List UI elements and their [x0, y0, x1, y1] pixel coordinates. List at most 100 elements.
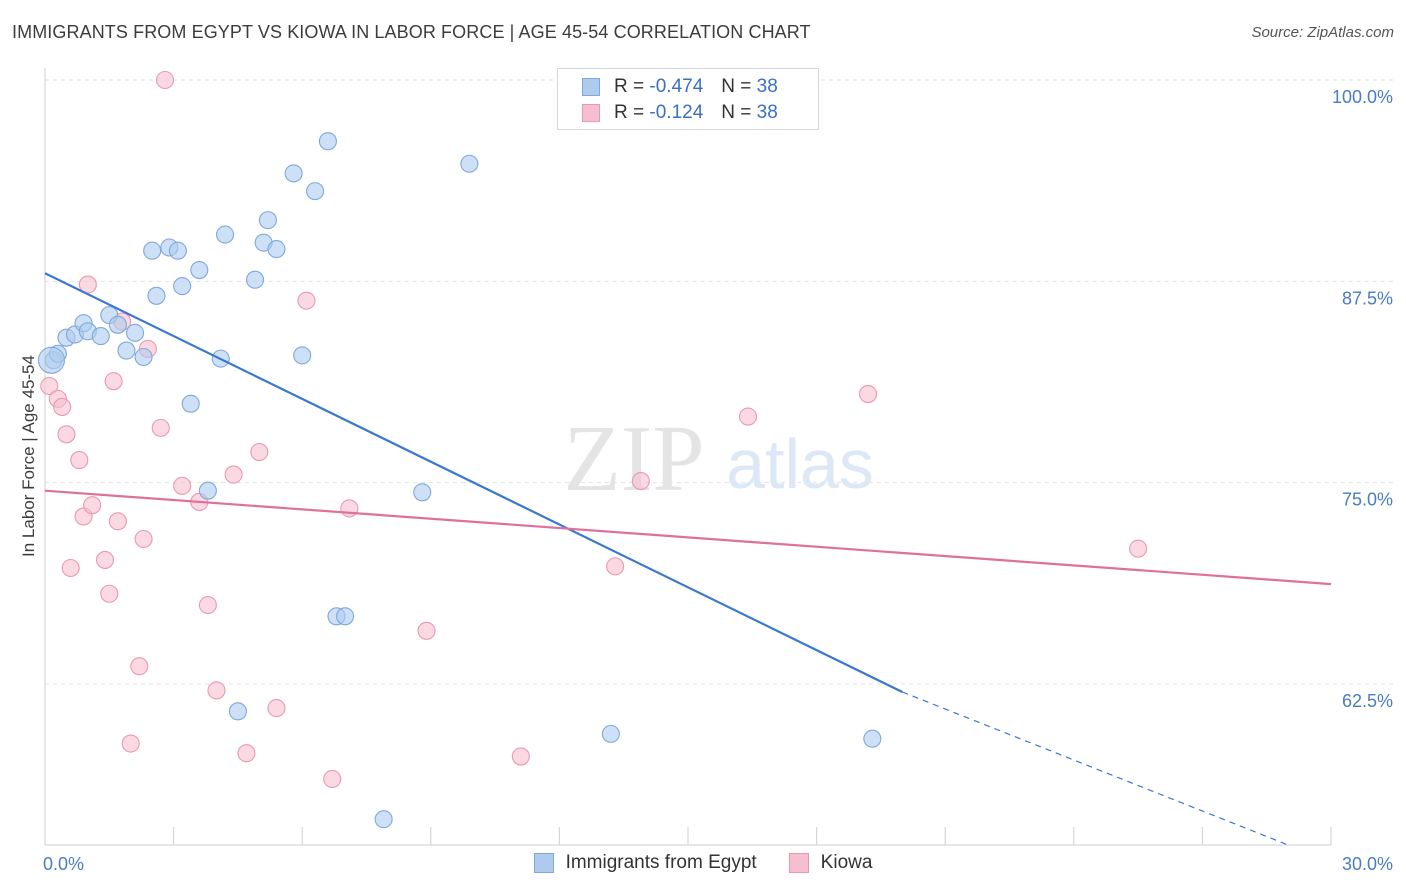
legend-item-kiowa: Kiowa	[788, 852, 873, 874]
legend-n-label-kiowa: N =	[721, 102, 752, 123]
kiowa-point-22	[198, 595, 217, 615]
egypt-point-8	[108, 315, 127, 334]
egypt-point-9	[117, 341, 136, 360]
legend-label-egypt: Immigrants from Egypt	[565, 852, 757, 873]
kiowa-point-2	[53, 397, 72, 416]
y-axis-label: In Labor Force | Age 45-54	[19, 355, 38, 557]
kiowa-point-0	[40, 376, 59, 396]
egypt-point-10	[125, 323, 145, 342]
legend-row-egypt: R = -0.474 N = 38	[582, 75, 778, 99]
egypt-cluster-point	[37, 346, 65, 374]
egypt-point-15	[168, 241, 187, 260]
legend-item-egypt: Immigrants from Egypt	[533, 852, 757, 874]
legend-label-kiowa: Kiowa	[820, 852, 873, 873]
egypt-point-36	[601, 724, 620, 743]
kiowa-point-35	[738, 407, 758, 426]
kiowa-point-16	[134, 529, 153, 549]
legend-r-label-kiowa: R =	[614, 102, 645, 123]
y-tick-label-3: 62.5%	[1342, 691, 1393, 711]
egypt-points	[37, 132, 882, 829]
egypt-point-21	[215, 225, 235, 244]
kiowa-point-28	[297, 291, 316, 310]
chart-title: IMMIGRANTS FROM EGYPT VS KIOWA IN LABOR …	[12, 22, 811, 42]
legend-n-label-egypt: N =	[721, 76, 752, 97]
kiowa-point-27	[267, 699, 286, 718]
egypt-point-34	[413, 483, 432, 502]
legend-r-value-kiowa: -0.124	[649, 102, 704, 123]
x-tick-label-0: 0.0%	[43, 854, 84, 874]
egypt-point-23	[245, 270, 265, 289]
y-tick-labels: 100.0% 87.5% 75.0% 62.5%	[1332, 87, 1393, 711]
watermark-zip: ZIP	[564, 407, 705, 511]
kiowa-point-23	[207, 681, 226, 700]
legend-swatch-kiowa	[582, 104, 600, 122]
egypt-point-30	[318, 132, 337, 151]
egypt-point-13	[147, 286, 166, 305]
kiowa-point-29	[323, 769, 342, 789]
y-tick-label-0: 100.0%	[1332, 87, 1393, 107]
egypt-point-22	[228, 702, 247, 721]
trend-lines	[44, 272, 1332, 846]
kiowa-point-8	[83, 496, 102, 515]
kiowa-point-3	[57, 425, 76, 444]
egypt-point-35	[460, 154, 479, 173]
correlation-legend: R = -0.474 N = 38 R = -0.124 N = 38	[557, 68, 819, 130]
kiowa-point-20	[173, 476, 192, 495]
egypt-point-6	[91, 327, 110, 346]
y-tick-label-2: 75.0%	[1342, 490, 1393, 510]
egypt-trend-line	[44, 272, 903, 693]
egypt-point-37	[863, 729, 882, 748]
kiowa-point-26	[250, 442, 269, 462]
kiowa-point-25	[237, 744, 256, 763]
egypt-point-17	[181, 394, 200, 413]
kiowa-point-31	[417, 621, 436, 640]
egypt-trend-extension	[902, 691, 1289, 846]
x-tick-label-1: 30.0%	[1342, 854, 1393, 874]
egypt-point-18	[190, 260, 209, 280]
kiowa-point-5	[70, 451, 89, 470]
legend-n-value-kiowa: 38	[756, 102, 778, 123]
y-tick-label-1: 87.5%	[1342, 288, 1393, 308]
egypt-point-16	[173, 277, 192, 296]
kiowa-trend-line	[44, 489, 1332, 586]
kiowa-point-19	[155, 70, 175, 90]
source-label: Source: ZipAtlas.com	[1251, 24, 1394, 41]
legend-swatch-egypt	[582, 78, 600, 96]
kiowa-point-12	[108, 512, 127, 531]
legend-swatch-egypt-bottom	[533, 853, 554, 873]
kiowa-point-34	[631, 471, 650, 491]
egypt-point-32	[336, 607, 355, 626]
egypt-point-25	[258, 211, 277, 230]
egypt-point-26	[267, 240, 286, 259]
kiowa-point-18	[151, 418, 170, 437]
egypt-point-28	[293, 346, 312, 365]
kiowa-point-15	[130, 657, 149, 676]
kiowa-point-33	[606, 557, 625, 576]
legend-row-kiowa: R = -0.124 N = 38	[582, 101, 778, 125]
kiowa-point-9	[95, 550, 115, 569]
series-legend: Immigrants from Egypt Kiowa	[0, 852, 1406, 874]
kiowa-point-36	[858, 385, 878, 404]
egypt-point-11	[134, 347, 153, 367]
egypt-point-29	[306, 182, 325, 201]
watermark-atlas: atlas	[726, 425, 874, 503]
watermark: ZIP atlas	[564, 407, 874, 511]
kiowa-point-4	[61, 558, 80, 578]
kiowa-point-11	[104, 372, 123, 391]
axes	[44, 68, 1332, 846]
legend-r-value-egypt: -0.474	[649, 76, 704, 97]
kiowa-point-24	[224, 465, 243, 484]
kiowa-point-14	[121, 734, 140, 753]
egypt-point-33	[374, 810, 393, 829]
kiowa-point-30	[340, 499, 359, 518]
legend-swatch-kiowa-bottom	[788, 853, 809, 873]
egypt-point-27	[284, 164, 303, 183]
egypt-point-12	[143, 241, 162, 260]
legend-n-value-egypt: 38	[756, 76, 778, 97]
egypt-point-19	[198, 481, 217, 500]
legend-r-label-egypt: R =	[614, 76, 645, 97]
x-tick-labels: 0.0% 30.0%	[43, 854, 1393, 874]
kiowa-point-32	[511, 747, 530, 766]
grid-lines	[45, 79, 1393, 685]
